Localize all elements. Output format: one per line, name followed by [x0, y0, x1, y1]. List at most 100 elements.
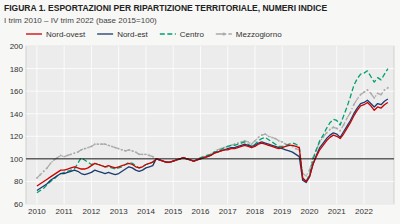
series-marker [261, 134, 263, 136]
series-marker [114, 147, 116, 149]
series-marker [87, 147, 89, 149]
series-marker [377, 93, 379, 95]
series-marker [367, 89, 369, 91]
grid-line [254, 46, 255, 204]
grid-line [282, 46, 283, 204]
series-marker [332, 126, 334, 128]
grid-line [200, 46, 201, 204]
series-marker [326, 132, 328, 134]
series-marker [346, 117, 348, 119]
y-tick-label: 60 [14, 200, 23, 209]
series-marker [152, 156, 154, 158]
x-tick-label: 2019 [273, 207, 291, 216]
grid-line [118, 46, 119, 204]
x-tick-label: 2012 [83, 207, 101, 216]
grid-line [26, 46, 394, 47]
legend-swatch [97, 33, 113, 34]
series-marker [360, 94, 362, 96]
series-marker [125, 150, 127, 152]
y-tick-label: 140 [10, 110, 24, 119]
series-line [37, 69, 388, 193]
legend-label: Nord-ovest [46, 30, 86, 39]
series-marker [380, 94, 382, 96]
series-marker [60, 155, 62, 157]
grid-line [173, 46, 174, 204]
series-marker [384, 89, 386, 91]
series-marker [46, 167, 48, 169]
series-marker [349, 112, 351, 114]
subtitle: I trim 2010 – IV trim 2022 (base 2015=10… [4, 16, 157, 25]
series-marker [247, 141, 249, 143]
x-tick-label: 2011 [56, 207, 74, 216]
legend-label: Nord-est [117, 30, 148, 39]
y-tick-label: 80 [14, 177, 23, 186]
series-marker [97, 143, 99, 145]
x-tick-label: 2015 [164, 207, 182, 216]
grid-line [26, 181, 394, 182]
series-marker [101, 143, 103, 145]
series-marker [329, 129, 331, 131]
series-marker [373, 97, 375, 99]
x-tick-label: 2014 [137, 207, 155, 216]
series-marker [50, 162, 52, 164]
series-marker [353, 104, 355, 106]
series-marker [148, 155, 150, 157]
grid-line [26, 68, 394, 69]
series-marker [336, 127, 338, 129]
legend-marker [222, 32, 225, 35]
legend-label: Centro [180, 30, 205, 39]
legend-swatch [26, 33, 42, 34]
legend-swatch [160, 33, 176, 34]
grid-line [26, 158, 394, 159]
series-marker [67, 155, 69, 157]
grid-line [91, 46, 92, 204]
series-marker [275, 138, 277, 140]
x-tick-label: 2016 [192, 207, 210, 216]
series-marker [370, 93, 372, 95]
series-marker [111, 146, 113, 148]
series-marker [339, 130, 341, 132]
x-tick-label: 2020 [301, 207, 319, 216]
series-line [37, 102, 388, 186]
series-marker [36, 177, 38, 179]
reference-line [26, 158, 394, 159]
legend-label: Mezzogiorno [236, 30, 282, 39]
series-marker [138, 153, 140, 155]
x-tick-label: 2017 [219, 207, 237, 216]
series-marker [135, 151, 137, 153]
series-marker [131, 150, 133, 152]
grid-line [145, 46, 146, 204]
series-marker [257, 137, 259, 139]
x-tick-label: 2022 [355, 207, 373, 216]
y-tick-label: 120 [10, 132, 24, 141]
x-tick-label: 2013 [110, 207, 128, 216]
series-marker [94, 143, 96, 145]
grid-line [336, 46, 337, 204]
y-tick-label: 180 [10, 65, 24, 74]
series-marker [84, 148, 86, 150]
y-tick-label: 160 [10, 87, 24, 96]
series-marker [77, 151, 79, 153]
series-marker [305, 175, 307, 177]
series-marker [118, 148, 120, 150]
grid-line [64, 46, 65, 204]
series-marker [295, 148, 297, 150]
series-marker [142, 153, 144, 155]
series-marker [108, 144, 110, 146]
series-marker [128, 149, 130, 151]
series-marker [281, 141, 283, 143]
series-marker [363, 91, 365, 93]
series-marker [80, 149, 82, 151]
plot-area [26, 46, 394, 204]
series-marker [43, 170, 45, 172]
series-marker [104, 143, 106, 145]
grid-line [364, 46, 365, 204]
series-marker [70, 153, 72, 155]
x-tick-label: 2021 [328, 207, 346, 216]
grid-line [309, 46, 310, 204]
legend: Nord-ovest Nord-est Centro Mezzogiorno [26, 30, 282, 39]
chart: FIGURA 1. ESPORTAZIONI PER RIPARTIZIONE … [0, 0, 400, 224]
series-marker [278, 140, 280, 142]
series-marker [268, 135, 270, 137]
legend-swatch [216, 33, 232, 34]
